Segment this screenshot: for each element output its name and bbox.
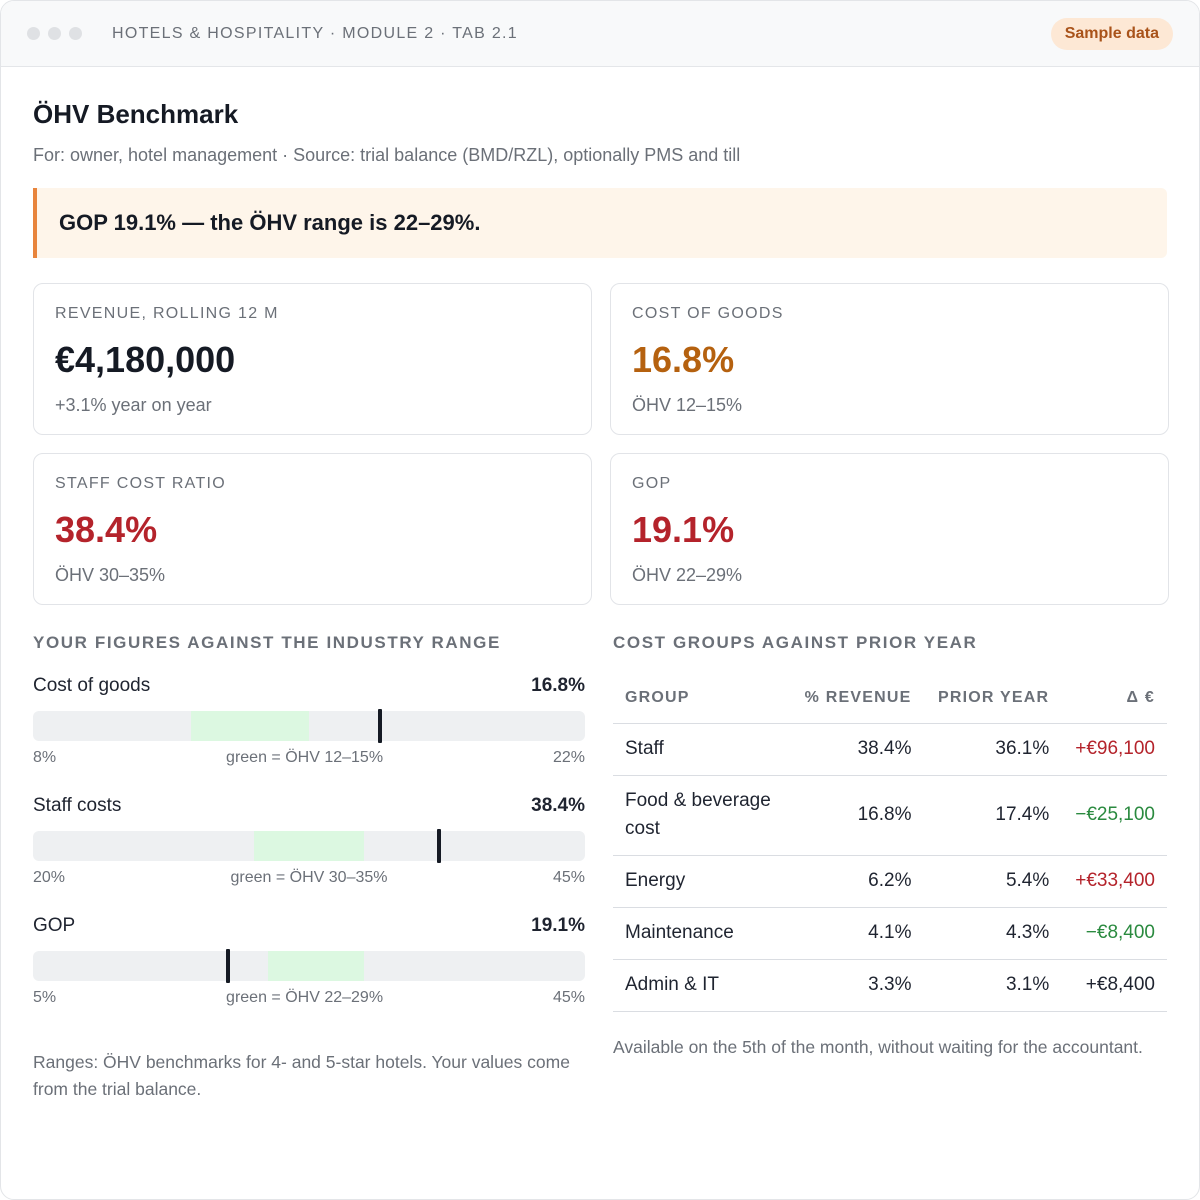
- cell-group: Staff: [613, 723, 791, 776]
- cell-delta: −€25,100: [1061, 775, 1167, 856]
- kpi-value: 16.8%: [632, 339, 735, 380]
- section-heading: YOUR FIGURES AGAINST THE INDUSTRY RANGE: [33, 633, 501, 652]
- range-value: 38.4%: [531, 795, 585, 816]
- kpi-note: ÖHV 22–29%: [632, 565, 743, 585]
- kpi-grid: REVENUE, ROLLING 12 M €4,180,000 +3.1% y…: [33, 283, 1169, 605]
- page-subtitle: For: owner, hotel management · Source: t…: [33, 145, 741, 165]
- range-max-label: 22%: [552, 749, 585, 766]
- cell-prior-year: 5.4%: [923, 855, 1062, 908]
- main-content: ÖHV Benchmark For: owner, hotel manageme…: [1, 99, 1199, 1103]
- cell-delta: +€96,100: [1061, 723, 1167, 776]
- range-min-label: 20%: [33, 869, 66, 886]
- cost-groups-table: GROUP % REVENUE PRIOR YEAR Δ € Staff 38.…: [613, 673, 1167, 1012]
- cell-prior-year: 4.3%: [923, 907, 1062, 960]
- benchmark-band: [267, 951, 365, 981]
- range-track: [33, 949, 585, 983]
- kpi-label: REVENUE, ROLLING 12 M: [55, 305, 279, 322]
- cell-prior-year: 17.4%: [923, 775, 1062, 856]
- cell-prior-year: 36.1%: [923, 723, 1062, 776]
- gop-alert: GOP 19.1% — the ÖHV range is 22–29%.: [33, 188, 1167, 258]
- minimize-window-dot[interactable]: [48, 27, 61, 40]
- kpi-note: ÖHV 30–35%: [55, 565, 166, 585]
- cell-delta: +€8,400: [1061, 959, 1167, 1012]
- kpi-card-revenue: REVENUE, ROLLING 12 M €4,180,000 +3.1% y…: [33, 283, 592, 435]
- kpi-card-cost-of-goods: COST OF GOODS 16.8% ÖHV 12–15%: [610, 283, 1169, 435]
- section-heading: COST GROUPS AGAINST PRIOR YEAR: [613, 633, 978, 652]
- cell-revenue-pct: 3.3%: [790, 959, 924, 1012]
- kpi-card-staff-cost-ratio: STAFF COST RATIO 38.4% ÖHV 30–35%: [33, 453, 592, 605]
- kpi-value: 19.1%: [632, 509, 735, 550]
- kpi-label: GOP: [632, 475, 672, 492]
- table-row: Food & beverage cost 16.8% 17.4% −€25,10…: [613, 775, 1167, 856]
- range-legend: green = ÖHV 12–15%: [226, 749, 384, 766]
- column-header-group: GROUP: [613, 673, 791, 724]
- breadcrumb: HOTELS & HOSPITALITY · MODULE 2 · TAB 2.…: [112, 24, 518, 42]
- cell-prior-year: 3.1%: [923, 959, 1062, 1012]
- value-marker: [377, 709, 382, 743]
- range-legend: green = ÖHV 22–29%: [226, 989, 384, 1006]
- table-row: Admin & IT 3.3% 3.1% +€8,400: [613, 959, 1167, 1012]
- range-max-label: 45%: [552, 869, 585, 886]
- cell-group: Admin & IT: [613, 959, 791, 1012]
- benchmark-band: [253, 831, 365, 861]
- column-header-prior-year: PRIOR YEAR: [923, 673, 1062, 724]
- range-value: 16.8%: [531, 675, 585, 696]
- benchmark-band: [190, 711, 309, 741]
- table-header-row: GROUP % REVENUE PRIOR YEAR Δ €: [613, 673, 1167, 724]
- range-item-staff-costs: Staff costs 38.4% 20% green = ÖHV 30–35%…: [33, 783, 585, 903]
- value-marker: [437, 829, 442, 863]
- cell-delta: −€8,400: [1061, 907, 1167, 960]
- cell-revenue-pct: 6.2%: [790, 855, 924, 908]
- cell-group: Energy: [613, 855, 791, 908]
- range-min-label: 8%: [33, 749, 57, 766]
- alert-text: GOP 19.1% — the ÖHV range is 22–29%.: [59, 210, 481, 235]
- cell-group: Food & beverage cost: [613, 775, 791, 856]
- range-track: [33, 709, 585, 743]
- cell-revenue-pct: 38.4%: [790, 723, 924, 776]
- table-row: Staff 38.4% 36.1% +€96,100: [613, 723, 1167, 776]
- range-label: Cost of goods: [33, 675, 151, 696]
- cost-groups-panel: COST GROUPS AGAINST PRIOR YEAR GROUP % R…: [613, 623, 1167, 1103]
- range-label: Staff costs: [33, 795, 122, 816]
- column-header-delta: Δ €: [1061, 673, 1167, 724]
- industry-range-panel: YOUR FIGURES AGAINST THE INDUSTRY RANGE …: [33, 623, 585, 1103]
- cell-revenue-pct: 4.1%: [790, 907, 924, 960]
- window-controls: [27, 27, 82, 40]
- range-label: GOP: [33, 915, 76, 936]
- lower-section: YOUR FIGURES AGAINST THE INDUSTRY RANGE …: [33, 623, 1167, 1103]
- title-bar: HOTELS & HOSPITALITY · MODULE 2 · TAB 2.…: [1, 1, 1199, 67]
- cell-delta: +€33,400: [1061, 855, 1167, 908]
- cell-group: Maintenance: [613, 907, 791, 960]
- range-item-gop: GOP 19.1% 5% green = ÖHV 22–29% 45%: [33, 903, 585, 1023]
- table-row: Energy 6.2% 5.4% +€33,400: [613, 855, 1167, 908]
- kpi-label: COST OF GOODS: [632, 305, 784, 322]
- kpi-value: 38.4%: [55, 509, 158, 550]
- cell-group-text: Food & beverage cost: [625, 790, 771, 839]
- kpi-value: €4,180,000: [55, 339, 236, 380]
- cell-revenue-pct: 16.8%: [790, 775, 924, 856]
- range-min-label: 5%: [33, 989, 57, 1006]
- maximize-window-dot[interactable]: [69, 27, 82, 40]
- range-track: [33, 829, 585, 863]
- range-max-label: 45%: [552, 989, 585, 1006]
- close-window-dot[interactable]: [27, 27, 40, 40]
- kpi-card-gop: GOP 19.1% ÖHV 22–29%: [610, 453, 1169, 605]
- kpi-note: ÖHV 12–15%: [632, 395, 743, 415]
- range-legend: green = ÖHV 30–35%: [230, 869, 388, 886]
- ranges-footnote: Ranges: ÖHV benchmarks for 4- and 5-star…: [33, 1052, 570, 1099]
- value-marker: [225, 949, 230, 983]
- page-title: ÖHV Benchmark: [33, 99, 239, 129]
- range-item-cost-of-goods: Cost of goods 16.8% 8% green = ÖHV 12–15…: [33, 663, 585, 783]
- column-header-revenue: % REVENUE: [790, 673, 924, 724]
- kpi-label: STAFF COST RATIO: [55, 475, 227, 492]
- range-value: 19.1%: [531, 915, 585, 936]
- kpi-note: +3.1% year on year: [55, 395, 212, 415]
- sample-data-badge: Sample data: [1050, 18, 1173, 50]
- cost-groups-footnote: Available on the 5th of the month, witho…: [613, 1036, 1143, 1057]
- table-row: Maintenance 4.1% 4.3% −€8,400: [613, 907, 1167, 960]
